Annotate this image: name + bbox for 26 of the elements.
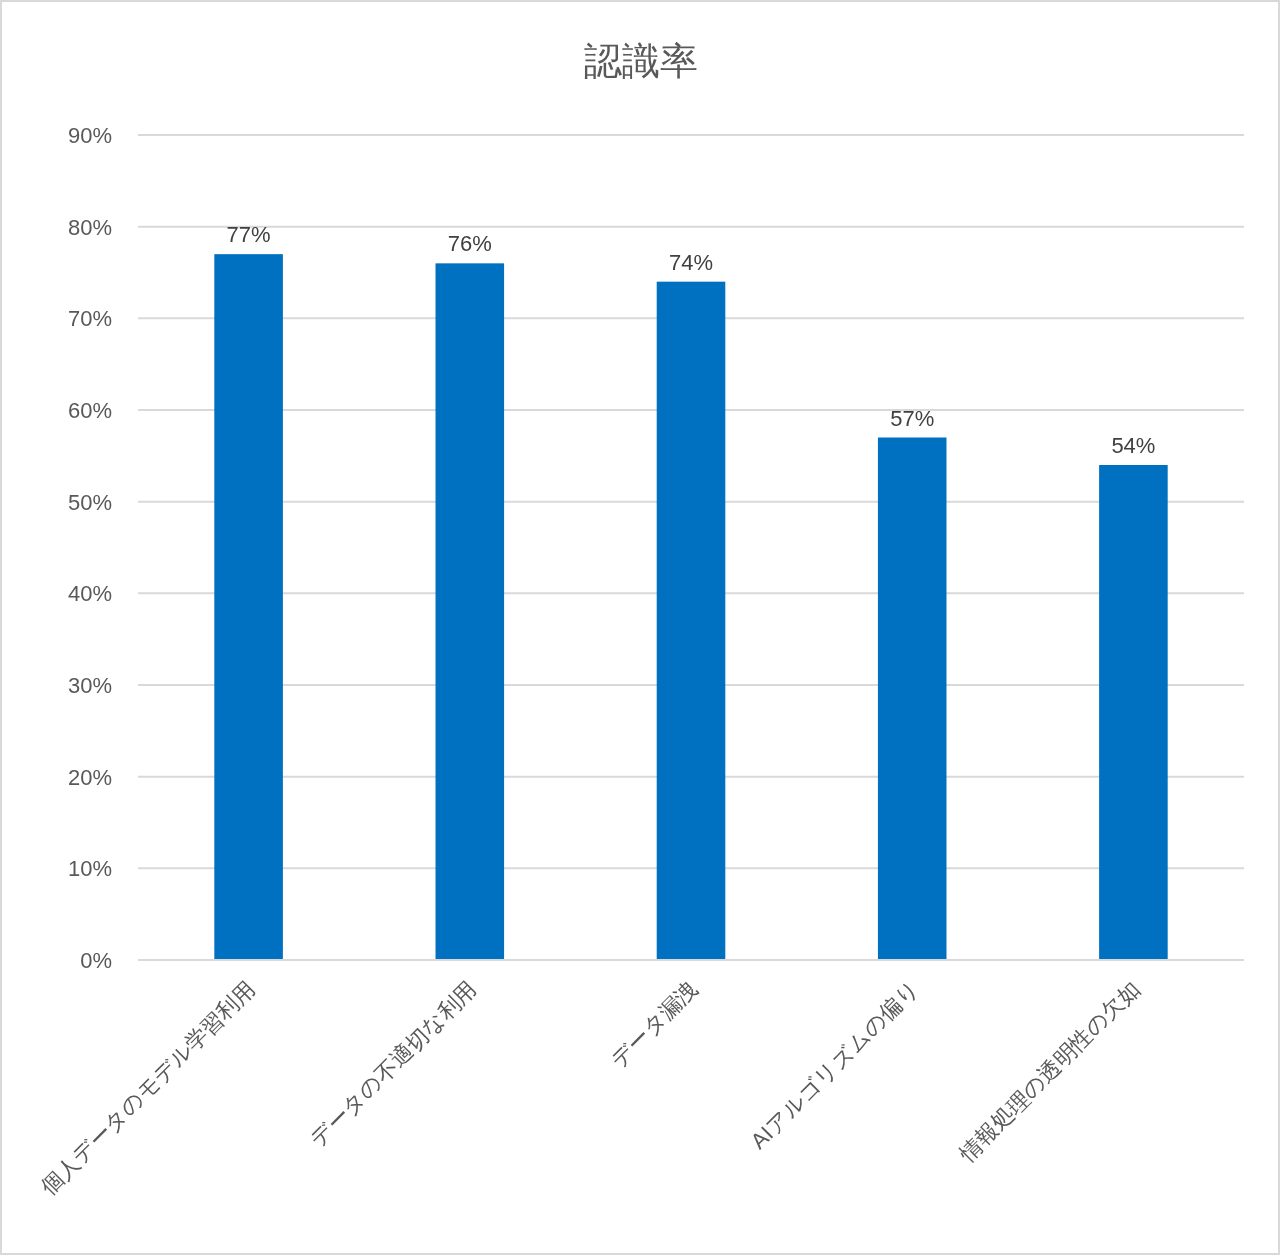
y-tick-label: 60%	[67, 398, 112, 423]
bar	[877, 437, 947, 960]
y-tick-label: 0%	[80, 948, 112, 973]
y-tick-label: 90%	[67, 123, 112, 148]
y-tick-label: 50%	[67, 489, 112, 515]
y-tick-label: 70%	[67, 306, 112, 332]
x-tick-label: データ漏洩	[605, 975, 703, 1073]
y-tick-label: 40%	[67, 581, 112, 607]
data-label: 74%	[668, 249, 714, 275]
data-label: 77%	[226, 222, 271, 248]
x-tick-label: データの不適切な利用	[305, 975, 482, 1152]
bar	[214, 254, 283, 960]
y-tick-label: 80%	[67, 214, 112, 240]
x-tick-label: 個人データのモデル学習利用	[35, 975, 261, 1201]
x-tick-label: AIアルゴリズムの偏り	[745, 975, 924, 1154]
y-tick-label: 10%	[67, 856, 112, 882]
chart-title: 認識率	[584, 40, 698, 82]
y-tick-label: 30%	[67, 673, 112, 698]
bar	[656, 281, 726, 960]
data-label: 76%	[447, 231, 492, 257]
bar	[435, 263, 505, 960]
x-tick-label: 情報処理の透明性の欠如	[954, 975, 1145, 1167]
data-label: 57%	[890, 405, 935, 431]
y-tick-label: 20%	[67, 764, 112, 790]
data-label: 54%	[1111, 433, 1156, 458]
bar	[1099, 465, 1168, 960]
